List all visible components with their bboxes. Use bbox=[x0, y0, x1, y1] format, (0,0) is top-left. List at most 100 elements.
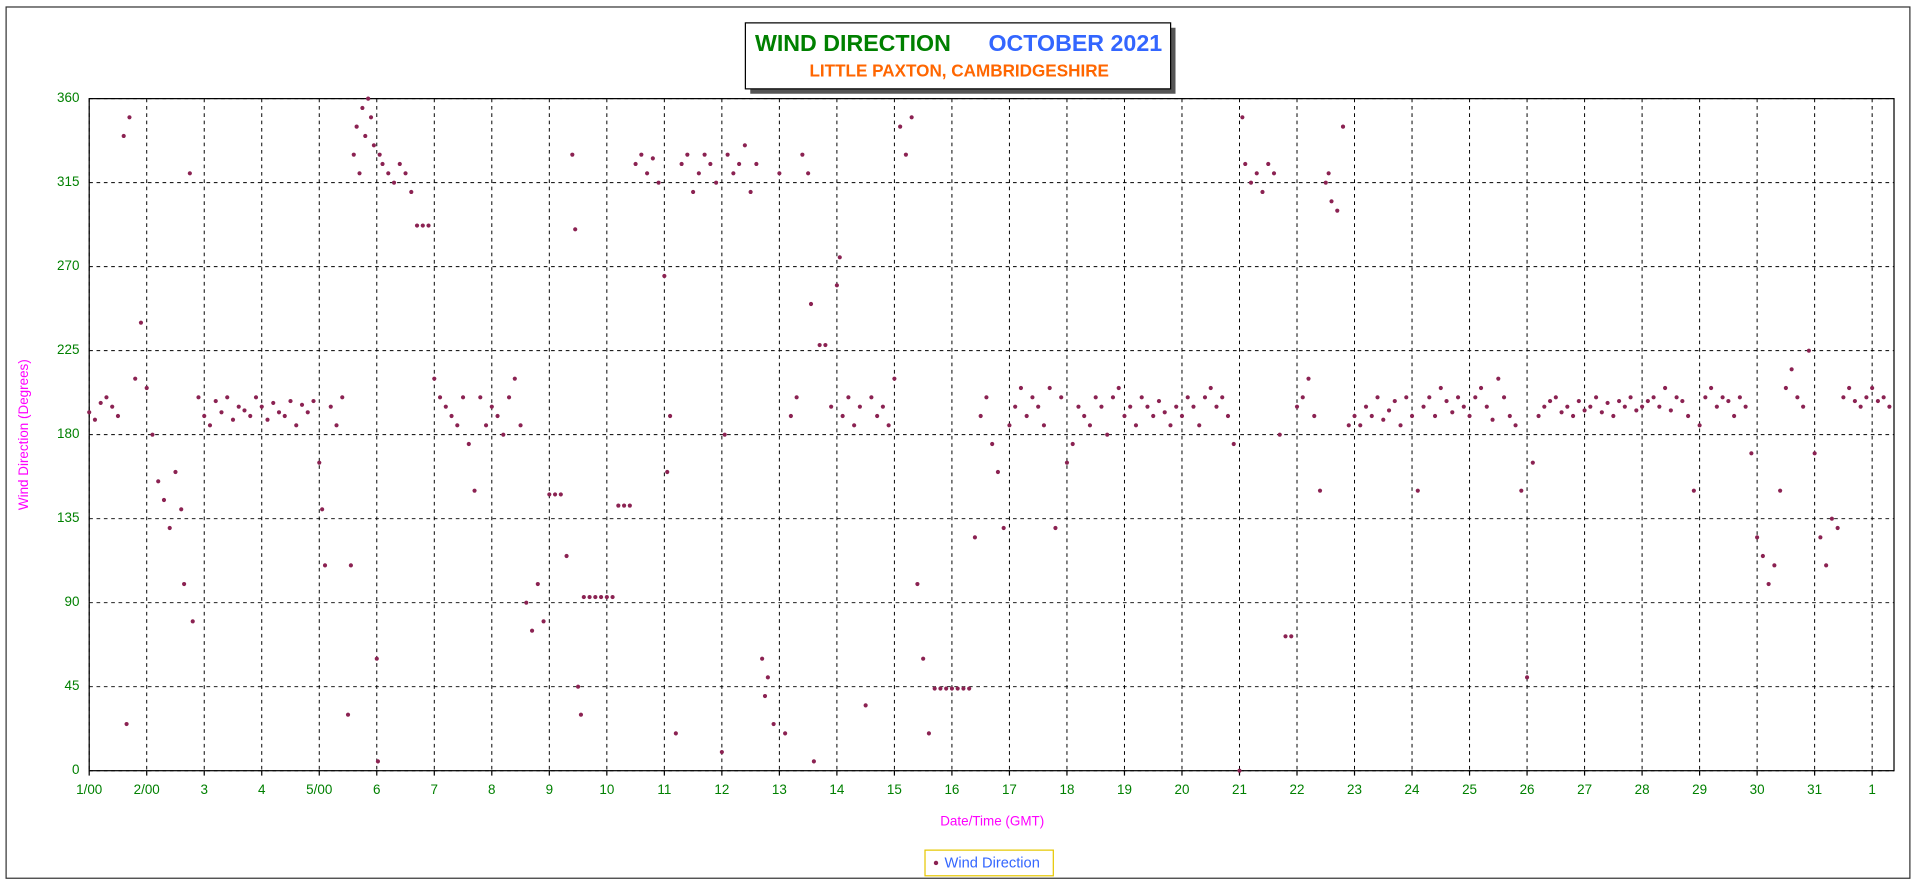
data-point bbox=[1237, 768, 1242, 773]
data-point bbox=[1340, 124, 1346, 129]
data-point bbox=[1881, 395, 1886, 400]
data-point bbox=[124, 721, 129, 727]
data-point bbox=[1240, 115, 1245, 120]
data-point bbox=[397, 161, 402, 167]
data-point bbox=[506, 395, 512, 400]
data-point bbox=[182, 581, 187, 587]
data-point bbox=[1346, 423, 1351, 428]
x-tick-label: 25 bbox=[1462, 782, 1477, 797]
data-point bbox=[121, 133, 126, 139]
data-point bbox=[432, 376, 437, 381]
data-point bbox=[754, 161, 759, 167]
data-point bbox=[225, 395, 230, 400]
data-point bbox=[1507, 413, 1512, 419]
x-tick-label: 19 bbox=[1117, 782, 1132, 797]
data-point bbox=[1887, 404, 1892, 409]
data-point bbox=[840, 413, 845, 419]
x-tick-label: 6 bbox=[373, 782, 380, 797]
data-point bbox=[213, 398, 218, 404]
chart-title: WIND DIRECTION bbox=[755, 30, 951, 56]
data-point bbox=[1024, 413, 1029, 419]
data-point bbox=[512, 376, 517, 381]
data-point bbox=[426, 223, 431, 228]
data-point bbox=[1536, 413, 1541, 419]
x-tick-label: 18 bbox=[1059, 782, 1074, 797]
data-point bbox=[483, 423, 489, 428]
chart-border bbox=[5, 6, 1911, 879]
data-point bbox=[305, 410, 310, 415]
data-point bbox=[921, 656, 926, 661]
data-point bbox=[1530, 460, 1535, 465]
data-point bbox=[443, 404, 448, 409]
y-tick-label: 90 bbox=[64, 594, 79, 609]
data-point bbox=[478, 395, 483, 400]
data-point bbox=[1542, 404, 1547, 409]
data-point bbox=[253, 395, 259, 400]
data-point bbox=[1835, 525, 1840, 531]
data-point bbox=[230, 417, 236, 422]
data-point bbox=[1726, 398, 1731, 404]
data-point bbox=[1041, 423, 1047, 428]
data-point bbox=[1841, 395, 1846, 400]
data-point bbox=[1335, 208, 1340, 213]
x-tick-label: 23 bbox=[1347, 782, 1362, 797]
data-point bbox=[627, 503, 632, 508]
data-point bbox=[1352, 413, 1357, 419]
data-point bbox=[1611, 413, 1616, 419]
data-point bbox=[886, 423, 891, 428]
data-point bbox=[622, 503, 627, 508]
data-point bbox=[87, 410, 92, 415]
y-tick-label: 225 bbox=[57, 342, 79, 357]
data-point bbox=[1053, 525, 1058, 531]
data-point bbox=[1806, 348, 1811, 353]
data-point bbox=[564, 553, 569, 559]
data-point bbox=[219, 410, 224, 415]
chart-subtitle: LITTLE PAXTON, CAMBRIDGESHIRE bbox=[809, 61, 1108, 80]
data-point bbox=[967, 686, 972, 691]
data-point bbox=[202, 413, 207, 419]
data-point bbox=[1680, 398, 1685, 404]
x-tick-label: 1/00 bbox=[76, 782, 102, 797]
data-point bbox=[1818, 535, 1823, 540]
data-point bbox=[1243, 161, 1248, 167]
data-point bbox=[414, 223, 420, 228]
data-point bbox=[1524, 675, 1530, 680]
data-point bbox=[524, 600, 529, 605]
data-point bbox=[829, 404, 834, 409]
data-point bbox=[1323, 180, 1328, 185]
data-point bbox=[420, 223, 425, 228]
x-tick-label: 22 bbox=[1290, 782, 1305, 797]
data-point bbox=[455, 423, 460, 428]
data-point bbox=[817, 342, 822, 348]
data-point bbox=[610, 595, 615, 600]
data-point bbox=[1594, 395, 1599, 400]
data-point bbox=[633, 161, 638, 167]
data-point bbox=[1087, 423, 1093, 428]
y-tick-label: 180 bbox=[57, 426, 79, 441]
data-point bbox=[1801, 404, 1806, 409]
data-point bbox=[880, 404, 885, 409]
data-point bbox=[1326, 171, 1331, 176]
data-point bbox=[1824, 563, 1829, 568]
data-point bbox=[311, 398, 316, 404]
data-point bbox=[288, 398, 293, 404]
data-point bbox=[1202, 395, 1208, 400]
data-point bbox=[892, 376, 897, 381]
data-point bbox=[1484, 404, 1489, 409]
data-point bbox=[616, 503, 621, 508]
x-tick-label: 4 bbox=[258, 782, 266, 797]
x-tick-label: 15 bbox=[887, 782, 902, 797]
data-point bbox=[190, 619, 195, 624]
data-point bbox=[265, 417, 270, 422]
data-point bbox=[898, 124, 903, 129]
data-point bbox=[915, 581, 920, 587]
data-point bbox=[529, 628, 535, 633]
x-tick-label: 8 bbox=[488, 782, 495, 797]
data-point bbox=[846, 395, 851, 400]
plot-frame bbox=[88, 98, 1895, 772]
data-point bbox=[340, 395, 345, 400]
data-point bbox=[1617, 398, 1622, 404]
data-point bbox=[115, 413, 121, 419]
data-point bbox=[938, 686, 943, 691]
